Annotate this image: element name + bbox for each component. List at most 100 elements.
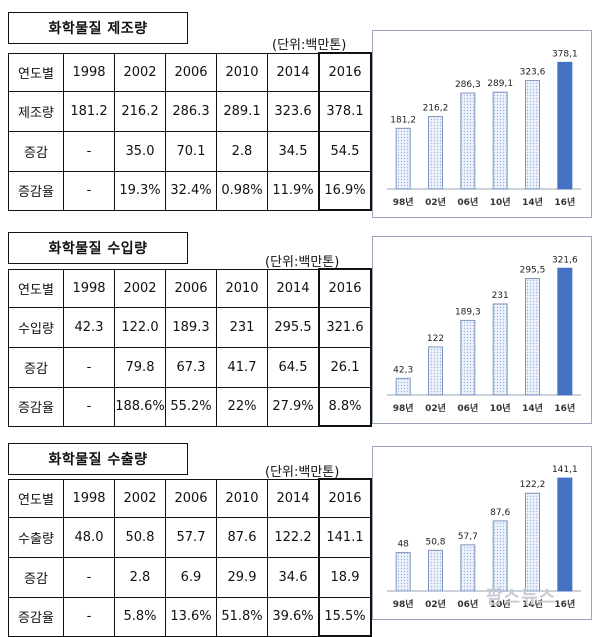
x-tick-label: 14년 [522, 598, 543, 610]
x-tick-label: 02년 [425, 402, 446, 414]
bar-value-label: 289,1 [487, 79, 513, 89]
import-chart: 42,3 98년 122 02년 189,3 06년 231 10년 295,5 14년 321,6… [372, 236, 592, 424]
table-cell: - [63, 171, 115, 211]
production-unit: (단위:백만톤) [272, 38, 347, 53]
table-row: 수출량 48.0 50.8 57.7 87.6 122.2 141.1 [8, 517, 372, 558]
table-cell: 321.6 [318, 307, 372, 348]
x-tick-label: 06년 [457, 598, 478, 610]
table-cell: 55.2% [165, 387, 217, 427]
production-title: 화학물질 제조량 [8, 12, 188, 44]
table-header-cell: 연도별 [8, 268, 64, 308]
bar-value-label: 378,1 [552, 49, 578, 59]
production-table: 연도별 1998 2002 2006 2010 2014 2016 제조량 181.2 216.2… [8, 52, 372, 211]
bar-98년 [395, 552, 411, 592]
table-cell: 29.9 [216, 557, 268, 598]
table-header-cell: 2014 [267, 52, 320, 92]
bar-value-label: 321,6 [552, 255, 578, 265]
table-cell: 64.5 [267, 347, 320, 388]
table-cell: 51.8% [216, 597, 268, 637]
table-header-cell: 2014 [267, 268, 320, 308]
table-header-cell: 2002 [114, 268, 166, 308]
row-label-cell: 증감율 [8, 597, 64, 637]
table-cell: 2.8 [216, 131, 268, 172]
table-cell: 13.6% [165, 597, 217, 637]
table-cell: 35.0 [114, 131, 166, 172]
bar-value-label: 216,2 [423, 104, 449, 114]
import-bar-chart: 42,3 98년 122 02년 189,3 06년 231 10년 295,5 14년 321,6… [387, 255, 581, 414]
table-row: 증감율 -188.6% 55.2% 22% 27.9% 8.8% [8, 387, 372, 427]
row-label-cell: 증감율 [8, 387, 64, 427]
table-cell: - [63, 347, 115, 388]
table-cell: 323.6 [267, 91, 320, 132]
bar-value-label: 189,3 [455, 307, 481, 317]
bar-02년 [428, 346, 443, 396]
table-cell: 34.6 [267, 557, 320, 598]
export-table: 연도별 1998 2002 2006 2010 2014 2016 수출량 48.0 50.8 57… [8, 478, 372, 637]
table-cell: 18.9 [318, 557, 372, 598]
table-cell: 122.2 [267, 517, 320, 558]
table-cell: 188.6% [114, 387, 166, 427]
table-cell: 34.5 [267, 131, 320, 172]
table-header-row: 연도별 1998 2002 2006 2010 2014 2016 [8, 478, 372, 518]
table-cell: 189.3 [165, 307, 217, 348]
x-tick-label: 14년 [522, 402, 543, 414]
bar-value-label: 295,5 [520, 266, 546, 276]
export-unit: (단위:백만톤) [265, 465, 340, 480]
x-tick-label: 06년 [457, 196, 478, 208]
bar-value-label: 141,1 [552, 465, 578, 475]
table-header-cell: 1998 [63, 478, 115, 518]
table-cell: 181.2 [63, 91, 115, 132]
table-cell: 216.2 [114, 91, 166, 132]
table-header-cell: 2010 [216, 268, 268, 308]
table-cell: 79.8 [114, 347, 166, 388]
x-tick-label: 98년 [393, 598, 414, 610]
table-row: 증감 -2.8 6.9 29.9 34.6 18.9 [8, 557, 372, 598]
table-header-row: 연도별 1998 2002 2006 2010 2014 2016 [8, 52, 372, 92]
x-tick-label: 06년 [457, 402, 478, 414]
row-label-cell: 증감율 [8, 171, 64, 211]
bar-16년 [557, 477, 573, 592]
table-row: 증감 -79.8 67.3 41.7 64.5 26.1 [8, 347, 372, 388]
bar-10년 [492, 303, 508, 396]
row-label-cell: 증감 [8, 131, 64, 172]
bar-value-label: 42,3 [393, 365, 413, 375]
import-title: 화학물질 수입량 [8, 232, 188, 264]
table-header-cell: 2016 [318, 268, 372, 308]
table-cell: 50.8 [114, 517, 166, 558]
bar-06년 [460, 92, 476, 190]
production-chart: 181,2 98년 216,2 02년 286,3 06년 289,1 10년 323,6 14년… [372, 30, 592, 218]
table-cell: 16.9% [318, 171, 372, 211]
table-cell: 2.8 [114, 557, 166, 598]
bar-02년 [428, 116, 443, 190]
table-cell: 15.5% [318, 597, 372, 637]
x-tick-label: 02년 [425, 598, 446, 610]
table-header-cell: 2006 [165, 268, 217, 308]
table-cell: 27.9% [267, 387, 320, 427]
table-header-cell: 2010 [216, 52, 268, 92]
table-cell: 0.98% [216, 171, 268, 211]
table-header-cell: 2014 [267, 478, 320, 518]
table-cell: 70.1 [165, 131, 217, 172]
table-cell: 122.0 [114, 307, 166, 348]
table-header-row: 연도별 1998 2002 2006 2010 2014 2016 [8, 268, 372, 308]
x-tick-label: 98년 [393, 196, 414, 208]
export-chart: 48 98년 50,8 02년 57,7 06년 87,6 10년 122,2 14년 141,1 1… [372, 446, 592, 620]
table-header-cell: 2006 [165, 52, 217, 92]
bar-10년 [492, 91, 508, 190]
table-header-cell: 2002 [114, 52, 166, 92]
x-tick-label: 16년 [554, 196, 575, 208]
table-cell: 87.6 [216, 517, 268, 558]
table-row: 증감 -35.0 70.1 2.8 34.5 54.5 [8, 131, 372, 172]
x-tick-label: 14년 [522, 196, 543, 208]
table-cell: - [63, 557, 115, 598]
x-tick-label: 10년 [490, 196, 511, 208]
bar-value-label: 323,6 [520, 68, 546, 78]
bar-14년 [525, 492, 540, 592]
row-label-cell: 증감 [8, 557, 64, 598]
x-tick-label: 98년 [393, 402, 414, 414]
table-header-cell: 연도별 [8, 478, 64, 518]
table-cell: 48.0 [63, 517, 115, 558]
table-row: 수입량 42.3 122.0 189.3 231 295.5 321.6 [8, 307, 372, 348]
bar-98년 [395, 377, 411, 396]
bar-value-label: 87,6 [490, 508, 510, 518]
